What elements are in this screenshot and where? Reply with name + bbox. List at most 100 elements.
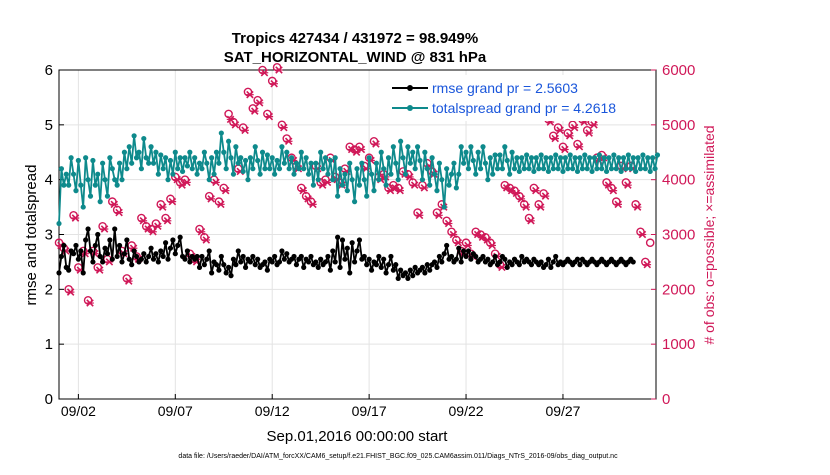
footnote: data file: /Users/raeder/DAI/ATM_forcXX/…: [178, 453, 618, 460]
totalspread-point: [218, 130, 224, 136]
totalspread-point: [623, 166, 629, 172]
totalspread-point: [170, 171, 176, 177]
totalspread-point: [516, 168, 522, 175]
totalspread-point: [184, 163, 191, 169]
rmse-point: [301, 264, 307, 270]
totalspread-point: [504, 157, 510, 164]
totalspread-point: [434, 188, 440, 194]
y-tick-label-left: 0: [45, 391, 53, 408]
y-tick-label-right: 6000: [662, 62, 695, 79]
totalspread-point: [536, 166, 542, 172]
obs-assimilated-point: [585, 129, 593, 137]
totalspread-point: [630, 155, 636, 161]
obs-assimilated-point: [280, 123, 288, 132]
rmse-point: [548, 264, 554, 270]
totalspread-point: [320, 166, 326, 172]
obs-assimilated-point: [139, 217, 148, 225]
totalspread-point: [620, 155, 627, 161]
totalspread-point: [601, 155, 607, 161]
rmse-point: [95, 231, 101, 238]
totalspread-point: [560, 168, 566, 175]
rmse-point: [228, 273, 234, 279]
totalspread-point: [424, 166, 430, 172]
obs-assimilated-point: [449, 230, 458, 239]
rmse-point: [121, 251, 128, 257]
totalspread-point: [485, 177, 491, 183]
totalspread-point: [366, 155, 372, 161]
rmse-point: [167, 245, 174, 251]
rmse-point: [175, 242, 181, 249]
rmse-point: [388, 253, 394, 260]
totalspread-point: [611, 152, 617, 158]
rmse-point: [100, 259, 106, 265]
totalspread-point: [453, 185, 459, 191]
rmse-point: [490, 259, 496, 265]
totalspread-point: [603, 168, 610, 175]
totalspread-point: [199, 166, 205, 172]
rmse-point: [247, 259, 254, 265]
rmse-point: [427, 267, 433, 273]
rmse-point: [80, 270, 86, 276]
rmse-point: [465, 248, 472, 254]
rmse-point: [545, 256, 552, 262]
totalspread-point: [526, 166, 532, 172]
totalspread-point: [63, 171, 69, 177]
rmse-point: [439, 259, 445, 265]
totalspread-point: [395, 177, 401, 183]
totalspread-point: [68, 155, 74, 161]
rmse-point: [378, 264, 384, 270]
obs-assimilated-point: [212, 178, 220, 187]
rmse-point: [194, 253, 200, 260]
rmse-point: [196, 264, 203, 270]
rmse-point: [463, 253, 469, 260]
rmse-point: [83, 237, 89, 243]
totalspread-point: [344, 188, 350, 194]
y-tick-label-right: 5000: [662, 117, 695, 134]
obs-assimilated-point: [250, 107, 259, 115]
rmse-point: [240, 253, 246, 260]
rmse-point: [129, 262, 135, 268]
rmse-point: [170, 237, 176, 243]
rmse-point: [364, 262, 370, 268]
totalspread-point: [315, 177, 321, 183]
rmse-point: [574, 256, 581, 262]
obs-assimilated-point: [241, 126, 249, 135]
y-axis-label-right: # of obs: o=possible; ×=assimilated: [701, 125, 717, 344]
rmse-point: [332, 259, 338, 265]
rmse-point: [376, 253, 382, 260]
rmse-point: [160, 253, 166, 260]
obs-assimilated-point: [275, 66, 283, 74]
rmse-point: [339, 237, 346, 243]
totalspread-point: [78, 182, 84, 188]
rmse-point: [182, 256, 188, 262]
totalspread-point: [252, 144, 258, 150]
obs-assimilated-point: [255, 99, 264, 107]
totalspread-point: [650, 155, 656, 161]
obs-assimilated-point: [100, 225, 109, 233]
rmse-point: [73, 242, 79, 249]
totalspread-point: [351, 199, 358, 205]
rmse-point: [468, 256, 474, 262]
totalspread-point: [390, 144, 396, 150]
totalspread-point: [85, 177, 91, 183]
totalspread-point: [322, 155, 329, 161]
obs-assimilated-point: [260, 68, 269, 77]
rmse-point: [383, 270, 389, 276]
rmse-point: [133, 253, 140, 260]
totalspread-point: [75, 157, 81, 164]
totalspread-point: [417, 157, 423, 164]
totalspread-point: [250, 166, 256, 172]
totalspread-point: [444, 166, 450, 172]
totalspread-point: [255, 157, 261, 164]
rmse-point: [85, 226, 91, 232]
rmse-point: [206, 248, 212, 254]
obs-assimilated-point: [202, 236, 211, 244]
rmse-point: [298, 253, 304, 260]
rmse-point: [107, 237, 113, 243]
rmse-point: [393, 262, 399, 268]
obs-assimilated-point: [527, 217, 535, 225]
obs-assimilated-point: [71, 214, 80, 222]
totalspread-point: [628, 166, 634, 172]
obs-assimilated-point: [154, 222, 162, 231]
totalspread-point: [616, 155, 622, 161]
